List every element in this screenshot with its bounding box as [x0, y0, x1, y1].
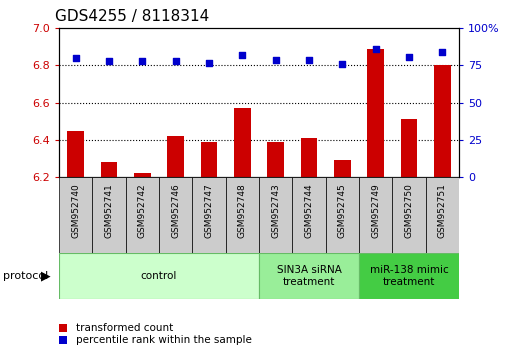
Text: GSM952740: GSM952740	[71, 183, 80, 238]
Bar	[59, 253, 259, 299]
Text: GSM952748: GSM952748	[238, 183, 247, 238]
Bar	[167, 136, 184, 177]
Bar	[67, 131, 84, 177]
Bar	[326, 177, 359, 253]
Bar	[201, 142, 218, 177]
Text: SIN3A siRNA
treatment: SIN3A siRNA treatment	[277, 265, 342, 287]
Bar	[359, 253, 459, 299]
Bar	[134, 173, 151, 177]
Text: GSM952742: GSM952742	[138, 183, 147, 238]
Bar	[259, 253, 359, 299]
Point	[105, 58, 113, 64]
Bar	[367, 49, 384, 177]
Text: miR-138 mimic
treatment: miR-138 mimic treatment	[370, 265, 448, 287]
Point	[271, 57, 280, 62]
Bar	[101, 162, 117, 177]
Text: GSM952745: GSM952745	[338, 183, 347, 238]
Bar	[159, 177, 192, 253]
Bar	[301, 138, 318, 177]
Bar	[59, 177, 92, 253]
Text: protocol: protocol	[3, 271, 48, 281]
Text: GSM952743: GSM952743	[271, 183, 280, 238]
Text: GSM952750: GSM952750	[405, 183, 413, 238]
Text: GSM952741: GSM952741	[105, 183, 113, 238]
Point	[71, 55, 80, 61]
Text: GDS4255 / 8118314: GDS4255 / 8118314	[55, 9, 209, 24]
Bar	[267, 142, 284, 177]
Text: GSM952747: GSM952747	[205, 183, 213, 238]
Bar	[401, 119, 418, 177]
Point	[238, 52, 246, 58]
Bar	[126, 177, 159, 253]
Point	[438, 49, 446, 55]
Bar	[359, 177, 392, 253]
Bar	[92, 177, 126, 253]
Text: control: control	[141, 271, 177, 281]
Text: GSM952744: GSM952744	[305, 183, 313, 238]
Point	[305, 57, 313, 62]
Text: GSM952751: GSM952751	[438, 183, 447, 238]
Legend: transformed count, percentile rank within the sample: transformed count, percentile rank withi…	[59, 323, 251, 345]
Text: GSM952749: GSM952749	[371, 183, 380, 238]
Point	[205, 60, 213, 65]
Point	[371, 46, 380, 52]
Bar	[259, 177, 292, 253]
Bar	[392, 177, 426, 253]
Bar	[234, 108, 251, 177]
Bar	[334, 160, 351, 177]
Bar	[426, 177, 459, 253]
Text: ▶: ▶	[42, 270, 51, 282]
Bar	[192, 177, 226, 253]
Point	[171, 58, 180, 64]
Point	[405, 54, 413, 59]
Point	[138, 58, 146, 64]
Bar	[292, 177, 326, 253]
Point	[338, 61, 346, 67]
Text: GSM952746: GSM952746	[171, 183, 180, 238]
Bar	[434, 65, 451, 177]
Bar	[226, 177, 259, 253]
